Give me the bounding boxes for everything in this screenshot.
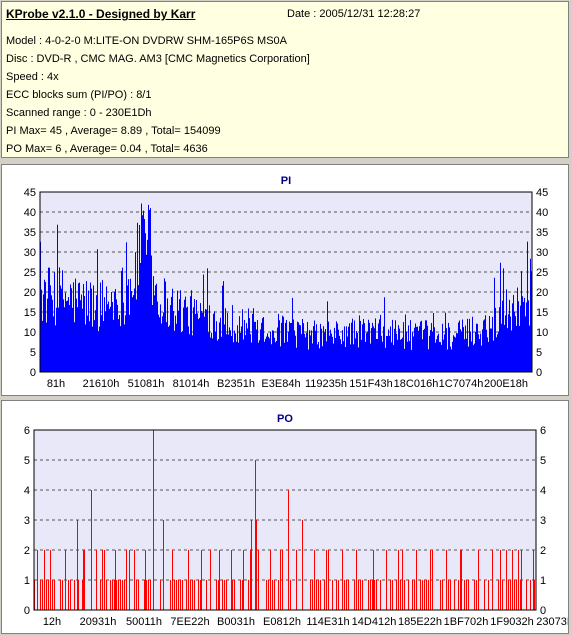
po-plot-border: [33, 429, 537, 611]
pi-xtick: 1C7074h: [439, 378, 484, 390]
pi-ytick-left: 5: [30, 347, 36, 359]
pi-chart-title: PI: [281, 175, 291, 187]
pi-ytick-left: 10: [24, 327, 36, 339]
pi-xtick: 21610h: [83, 378, 120, 390]
pi-stats-line: PI Max= 45 , Average= 8.89 , Total= 1540…: [6, 125, 221, 137]
po-ytick-left: 5: [24, 455, 30, 467]
pi-ytick-right: 35: [536, 227, 548, 239]
speed-line: Speed : 4x: [6, 71, 59, 83]
pi-xtick: 200E18h: [484, 378, 528, 390]
po-ytick-left: 3: [24, 515, 30, 527]
po-xtick: 12h: [43, 616, 61, 628]
pi-ytick-right: 40: [536, 207, 548, 219]
po-xtick: 185E22h: [398, 616, 442, 628]
pi-ytick-right: 5: [536, 347, 542, 359]
range-line: Scanned range : 0 - 230E1Dh: [6, 107, 152, 119]
pi-xtick: 51081h: [128, 378, 165, 390]
po-xtick: 1F9032h: [490, 616, 533, 628]
po-chart-panel: PO 0 0 1 1 2 2 3 3 4 4 5 5 6 6 12h 20931h 50011h 7EE22h B00…: [1, 400, 569, 634]
po-xtick: 50011h: [126, 616, 162, 628]
pi-ytick-right: 20: [536, 287, 548, 299]
po-ytick-right: 1: [540, 575, 546, 587]
pi-ytick-left: 20: [24, 287, 36, 299]
po-xtick: 14D412h: [352, 616, 397, 628]
pi-bars: [40, 203, 532, 372]
pi-ytick-left: 45: [24, 187, 36, 199]
pi-xtick: E3E84h: [261, 378, 300, 390]
po-ytick-left: 4: [24, 485, 30, 497]
po-ytick-right: 5: [540, 455, 546, 467]
pi-xtick: 18C016h: [394, 378, 439, 390]
po-stats-line: PO Max= 6 , Average= 0.04 , Total= 4636: [6, 143, 208, 155]
pi-ytick-right: 30: [536, 247, 548, 259]
po-ytick-right: 6: [540, 425, 546, 437]
po-chart-title: PO: [277, 413, 293, 425]
app-title: KProbe v2.1.0 - Designed by Karr: [6, 7, 196, 21]
pi-ytick-left: 0: [30, 367, 36, 379]
model-line: Model : 4-0-2-0 M:LITE-ON DVDRW SHM-165P…: [6, 35, 287, 47]
ecc-line: ECC blocks sum (PI/PO) : 8/1: [6, 89, 152, 101]
pi-chart-panel: PI 0 0 5 5 10 10 15 15 20 20 25 25 30 30 35 35 40 40 45 45 81…: [1, 164, 569, 396]
pi-plot-border: [39, 191, 533, 373]
po-ytick-right: 4: [540, 485, 546, 497]
po-bars: [34, 430, 535, 610]
po-ytick-left: 2: [24, 545, 30, 557]
po-xtick: 1BF702h: [444, 616, 489, 628]
pi-ytick-left: 30: [24, 247, 36, 259]
scan-date: Date : 2005/12/31 12:28:27: [287, 8, 421, 20]
pi-ytick-left: 15: [24, 307, 36, 319]
info-panel: KProbe v2.1.0 - Designed by Karr Date : …: [1, 1, 569, 158]
po-ytick-right: 2: [540, 545, 546, 557]
pi-ytick-left: 35: [24, 227, 36, 239]
pi-ytick-right: 0: [536, 367, 542, 379]
po-chart: PO 0 0 1 1 2 2 3 3 4 4 5 5 6 6 12h 20931h 50011h 7EE22h B00…: [24, 413, 568, 628]
po-xtick: 7EE22h: [170, 616, 209, 628]
po-ytick-right: 3: [540, 515, 546, 527]
pi-xtick: 81014h: [173, 378, 210, 390]
po-xtick: 23073Fh: [536, 616, 568, 628]
po-xtick: 20931h: [80, 616, 117, 628]
po-plot-area: [34, 430, 536, 610]
po-ytick-left: 1: [24, 575, 30, 587]
pi-ytick-right: 10: [536, 327, 548, 339]
pi-ytick-right: 25: [536, 267, 548, 279]
pi-ytick-left: 40: [24, 207, 36, 219]
pi-xtick: 151F43h: [349, 378, 392, 390]
po-xtick: 114E31h: [306, 616, 349, 628]
po-xtick: B0031h: [217, 616, 255, 628]
po-ytick-left: 0: [24, 605, 30, 617]
pi-ytick-left: 25: [24, 267, 36, 279]
pi-xtick: B2351h: [217, 378, 255, 390]
pi-xtick: 81h: [47, 378, 65, 390]
po-xtick: E0812h: [263, 616, 301, 628]
disc-line: Disc : DVD-R , CMC MAG. AM3 [CMC Magneti…: [6, 53, 310, 65]
pi-ytick-right: 15: [536, 307, 548, 319]
pi-xtick: 119235h: [305, 378, 347, 390]
po-ytick-right: 0: [540, 605, 546, 617]
pi-chart: PI 0 0 5 5 10 10 15 15 20 20 25 25 30 30 35 35 40 40 45 45 81…: [24, 175, 549, 390]
pi-ytick-right: 45: [536, 187, 548, 199]
po-ytick-left: 6: [24, 425, 30, 437]
